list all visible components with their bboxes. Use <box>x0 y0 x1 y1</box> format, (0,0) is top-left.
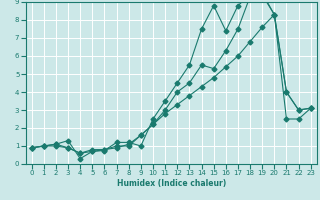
X-axis label: Humidex (Indice chaleur): Humidex (Indice chaleur) <box>116 179 226 188</box>
